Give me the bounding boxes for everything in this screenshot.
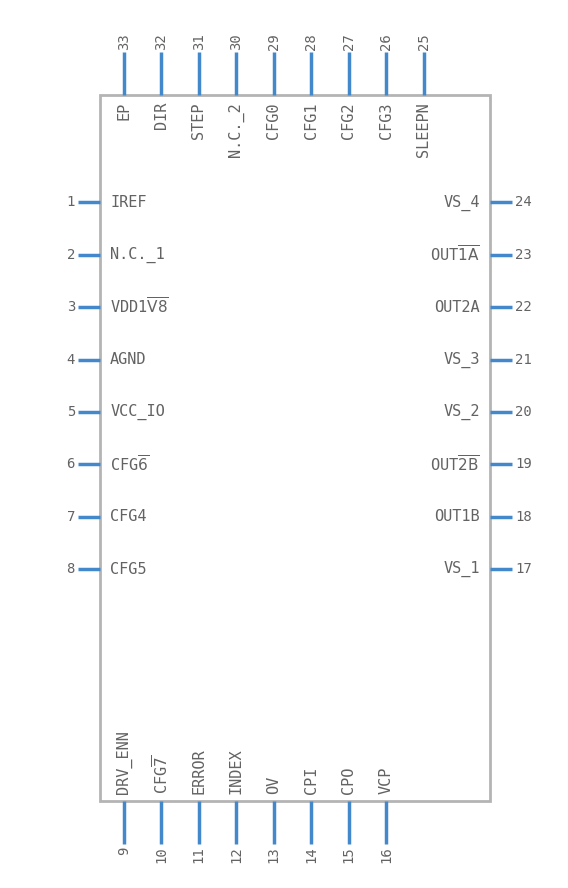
Text: N.C._1: N.C._1 <box>110 247 165 263</box>
Text: 10: 10 <box>154 846 168 863</box>
Text: 16: 16 <box>379 846 393 863</box>
Text: 6: 6 <box>66 457 75 472</box>
Text: 31: 31 <box>192 33 206 50</box>
Text: 25: 25 <box>417 33 431 50</box>
Text: 4: 4 <box>66 353 75 367</box>
Text: VCP: VCP <box>379 766 394 794</box>
Text: 24: 24 <box>515 195 532 210</box>
Text: VS_3: VS_3 <box>444 352 480 368</box>
Text: 17: 17 <box>515 562 532 576</box>
Text: CFG$\overline{\rm 6}$: CFG$\overline{\rm 6}$ <box>110 455 149 474</box>
Text: 1: 1 <box>66 195 75 210</box>
Text: AGND: AGND <box>110 353 147 367</box>
Text: 32: 32 <box>154 33 168 50</box>
Text: 8: 8 <box>66 562 75 576</box>
Text: SLEEPN: SLEEPN <box>416 102 431 157</box>
Text: CPO: CPO <box>341 766 356 794</box>
Text: 7: 7 <box>66 510 75 524</box>
Text: CFG5: CFG5 <box>110 562 147 576</box>
Text: 15: 15 <box>342 846 356 863</box>
Text: 21: 21 <box>515 353 532 367</box>
Text: 12: 12 <box>229 846 243 863</box>
Text: CPI: CPI <box>304 766 319 794</box>
Text: VS_1: VS_1 <box>444 561 480 577</box>
Text: 19: 19 <box>515 457 532 472</box>
Text: 14: 14 <box>304 846 318 863</box>
Text: 20: 20 <box>515 405 532 419</box>
Text: 18: 18 <box>515 510 532 524</box>
Text: CFG2: CFG2 <box>341 102 356 139</box>
Text: EP: EP <box>116 102 131 121</box>
Text: 30: 30 <box>229 33 243 50</box>
Text: 9: 9 <box>117 846 131 854</box>
Text: IREF: IREF <box>110 195 147 210</box>
Text: VDD1$\overline{\rm V8}$: VDD1$\overline{\rm V8}$ <box>110 297 169 317</box>
Text: VS_4: VS_4 <box>444 194 480 210</box>
Text: 5: 5 <box>66 405 75 419</box>
Text: 13: 13 <box>267 846 281 863</box>
Text: CFG0: CFG0 <box>266 102 281 139</box>
Text: 33: 33 <box>117 33 131 50</box>
Text: VS_2: VS_2 <box>444 404 480 420</box>
Text: OUT2A: OUT2A <box>435 300 480 314</box>
Text: OUT1B: OUT1B <box>435 510 480 524</box>
Text: N.C._2: N.C._2 <box>228 102 244 157</box>
Text: 3: 3 <box>66 300 75 314</box>
Text: CFG$\overline{\rm 7}$: CFG$\overline{\rm 7}$ <box>151 755 172 794</box>
Text: INDEX: INDEX <box>229 749 244 794</box>
Text: 23: 23 <box>515 248 532 262</box>
Text: DRV_ENN: DRV_ENN <box>116 730 132 794</box>
Text: 22: 22 <box>515 300 532 314</box>
Text: CFG3: CFG3 <box>379 102 394 139</box>
Text: 29: 29 <box>267 33 281 50</box>
Text: STEP: STEP <box>191 102 206 139</box>
Text: CFG4: CFG4 <box>110 510 147 524</box>
Text: OV: OV <box>266 775 281 794</box>
Text: OUT$\overline{\rm 1A}$: OUT$\overline{\rm 1A}$ <box>431 245 480 265</box>
Text: 28: 28 <box>304 33 318 50</box>
Text: 2: 2 <box>66 248 75 262</box>
Text: 11: 11 <box>192 846 206 863</box>
Bar <box>100 95 490 801</box>
Text: ERROR: ERROR <box>191 749 206 794</box>
Text: VCC_IO: VCC_IO <box>110 404 165 420</box>
Text: 26: 26 <box>379 33 393 50</box>
Text: OUT$\overline{\rm 2B}$: OUT$\overline{\rm 2B}$ <box>430 455 480 474</box>
Text: CFG1: CFG1 <box>304 102 319 139</box>
Text: DIR: DIR <box>154 102 169 130</box>
Text: 27: 27 <box>342 33 356 50</box>
